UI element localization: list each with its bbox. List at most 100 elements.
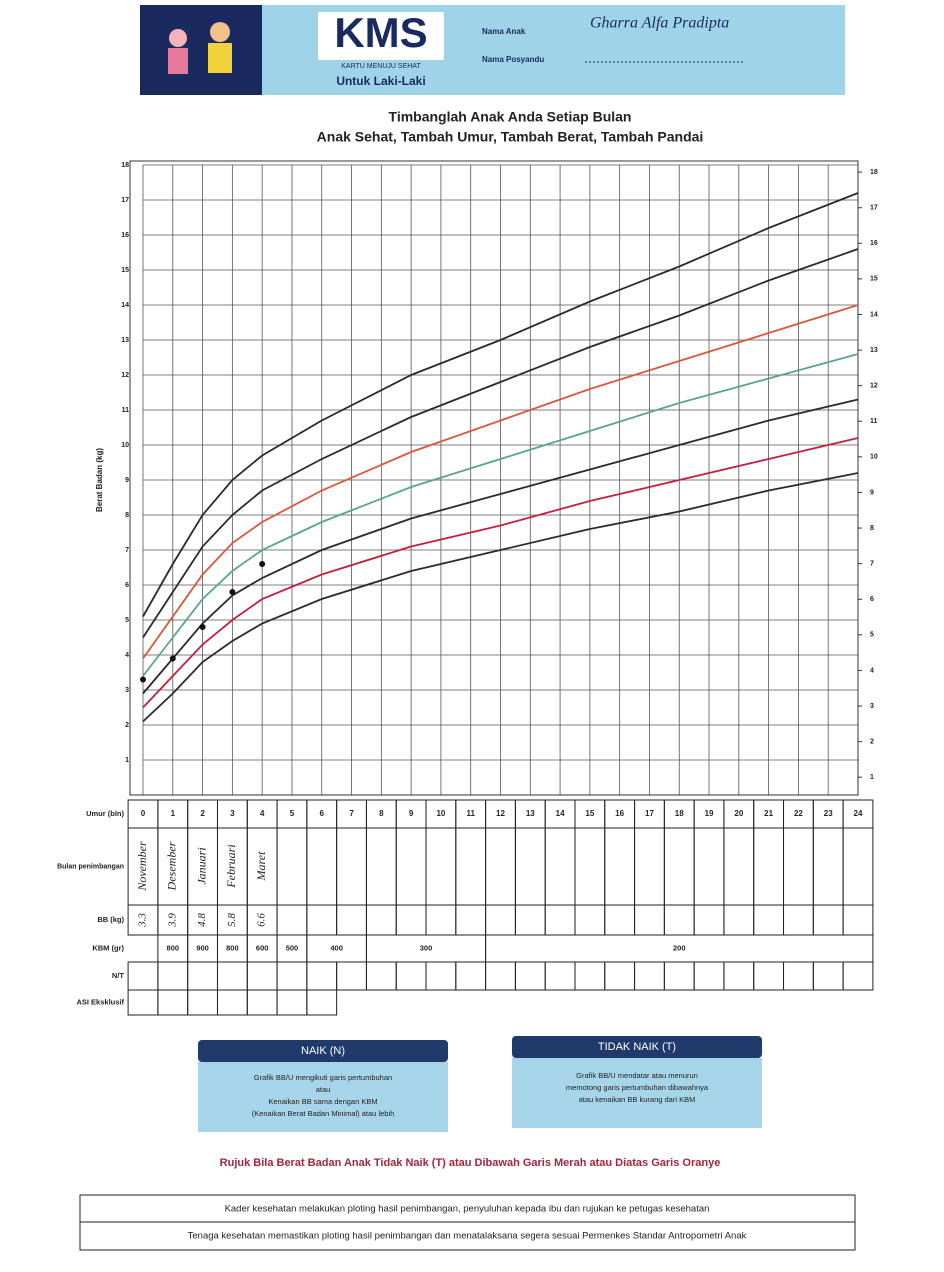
row-label: ASI Eksklusif [76, 997, 124, 1006]
footer-line: Kader kesehatan melakukan ploting hasil … [225, 1204, 710, 1215]
kbm-value: 800 [226, 943, 239, 952]
weight-point [140, 676, 146, 683]
naik-line: (Kenaikan Berat Badan Minimal) atau lebi… [252, 1109, 395, 1118]
table-cell [246, 989, 278, 1016]
tidak-naik-line: Grafik BB/U mendatar atau menurun [576, 1071, 698, 1080]
table-cell [336, 827, 367, 906]
y2-tick-label: 4 [870, 667, 874, 674]
table-cell [127, 961, 159, 991]
table-cell [753, 961, 785, 991]
table-cell [336, 904, 367, 936]
y2-tick-label: 9 [870, 489, 874, 496]
table-cell [723, 961, 755, 991]
y-tick-label: 7 [125, 547, 129, 554]
age-label: 11 [466, 809, 475, 818]
kbm-value: 400 [330, 943, 343, 952]
table-cell [693, 827, 725, 906]
y2-tick-label: 8 [870, 525, 874, 532]
tidak-naik-title: TIDAK NAIK (T) [598, 1041, 676, 1053]
table-cell [634, 827, 665, 906]
y2-tick-label: 14 [870, 311, 878, 318]
weigh-month: Januari [194, 847, 208, 884]
table-cell [544, 961, 576, 991]
table-cell [723, 827, 755, 906]
table-cell [812, 827, 844, 906]
age-label: 19 [705, 809, 714, 818]
table-cell [634, 961, 665, 991]
tidak-naik-body [512, 1058, 762, 1128]
growth-curve [142, 472, 859, 723]
kbm-value: 200 [673, 943, 686, 952]
table-cell [157, 989, 189, 1016]
naik-line: Kenaikan BB sama dengan KBM [268, 1097, 377, 1106]
table-cell [574, 961, 606, 991]
footer-line: Tenaga kesehatan memastikan ploting hasi… [188, 1231, 747, 1242]
weight-value: 3.9 [166, 913, 178, 928]
y-axis-label: Berat Badan (kg) [95, 448, 104, 512]
table-cell [663, 904, 695, 936]
y-tick-label: 14 [121, 302, 129, 309]
weight-value: 6.6 [256, 913, 268, 927]
weight-point [259, 561, 266, 567]
table-cell [365, 827, 397, 906]
table-cell [514, 827, 546, 906]
table-cell [336, 961, 367, 991]
table-cell [783, 827, 814, 906]
referral: Rujuk Bila Berat Badan Anak Tidak Naik (… [220, 1157, 721, 1169]
table-cell [306, 904, 338, 936]
table-cell [276, 989, 308, 1016]
table-cell [604, 961, 636, 991]
table-cell [395, 827, 427, 906]
table-cell [842, 961, 874, 991]
table-cell [753, 904, 785, 936]
y2-tick-label: 5 [870, 632, 874, 639]
row-label: KBM (gr) [92, 943, 124, 952]
logo: KMS [334, 9, 427, 56]
kid-head [169, 29, 187, 47]
weight-value: 3.3 [137, 913, 149, 928]
kbm-value: 300 [420, 943, 433, 952]
y-tick-label: 15 [121, 267, 129, 274]
age-label: 23 [824, 809, 833, 818]
posyandu-label: Nama Posyandu [482, 55, 544, 64]
table-cell [425, 961, 457, 991]
age-label: 3 [230, 809, 235, 818]
table-cell [216, 989, 248, 1016]
table-cell [663, 827, 695, 906]
table-cell [425, 904, 457, 936]
kbm-value: 900 [196, 943, 209, 952]
table-cell [723, 904, 755, 936]
row-label: Umur (bln) [86, 809, 124, 818]
y2-tick-label: 3 [870, 703, 874, 710]
age-label: 5 [290, 809, 295, 818]
table-cell [485, 904, 516, 936]
y-tick-label: 10 [121, 442, 129, 449]
logo-box [318, 12, 444, 60]
table-cell [395, 904, 427, 936]
y2-tick-label: 18 [870, 169, 878, 176]
y-tick-label: 12 [121, 372, 129, 379]
table-cell [246, 961, 278, 991]
age-label: 4 [260, 809, 265, 818]
kid-head [210, 22, 230, 42]
table-cell [753, 827, 785, 906]
table-cell [425, 827, 457, 906]
y2-tick-label: 6 [870, 596, 874, 603]
weight-point [229, 589, 236, 595]
table-cell [187, 961, 218, 991]
table-cell [306, 989, 338, 1016]
table-cell [455, 904, 487, 936]
weight-value: 4.8 [196, 913, 208, 927]
weigh-month: Maret [254, 851, 268, 882]
age-label: 8 [379, 809, 384, 818]
plot-frame [129, 160, 859, 796]
y2-tick-label: 16 [870, 240, 878, 247]
y-tick-label: 11 [122, 407, 130, 414]
kbm-value: 600 [256, 943, 269, 952]
table-cell [544, 904, 576, 936]
child-name-label: Nama Anak [482, 27, 526, 36]
y-tick-label: 2 [125, 722, 129, 729]
y-tick-label: 13 [121, 337, 129, 344]
weight-point [169, 655, 176, 662]
weigh-month: Desember [165, 841, 179, 891]
